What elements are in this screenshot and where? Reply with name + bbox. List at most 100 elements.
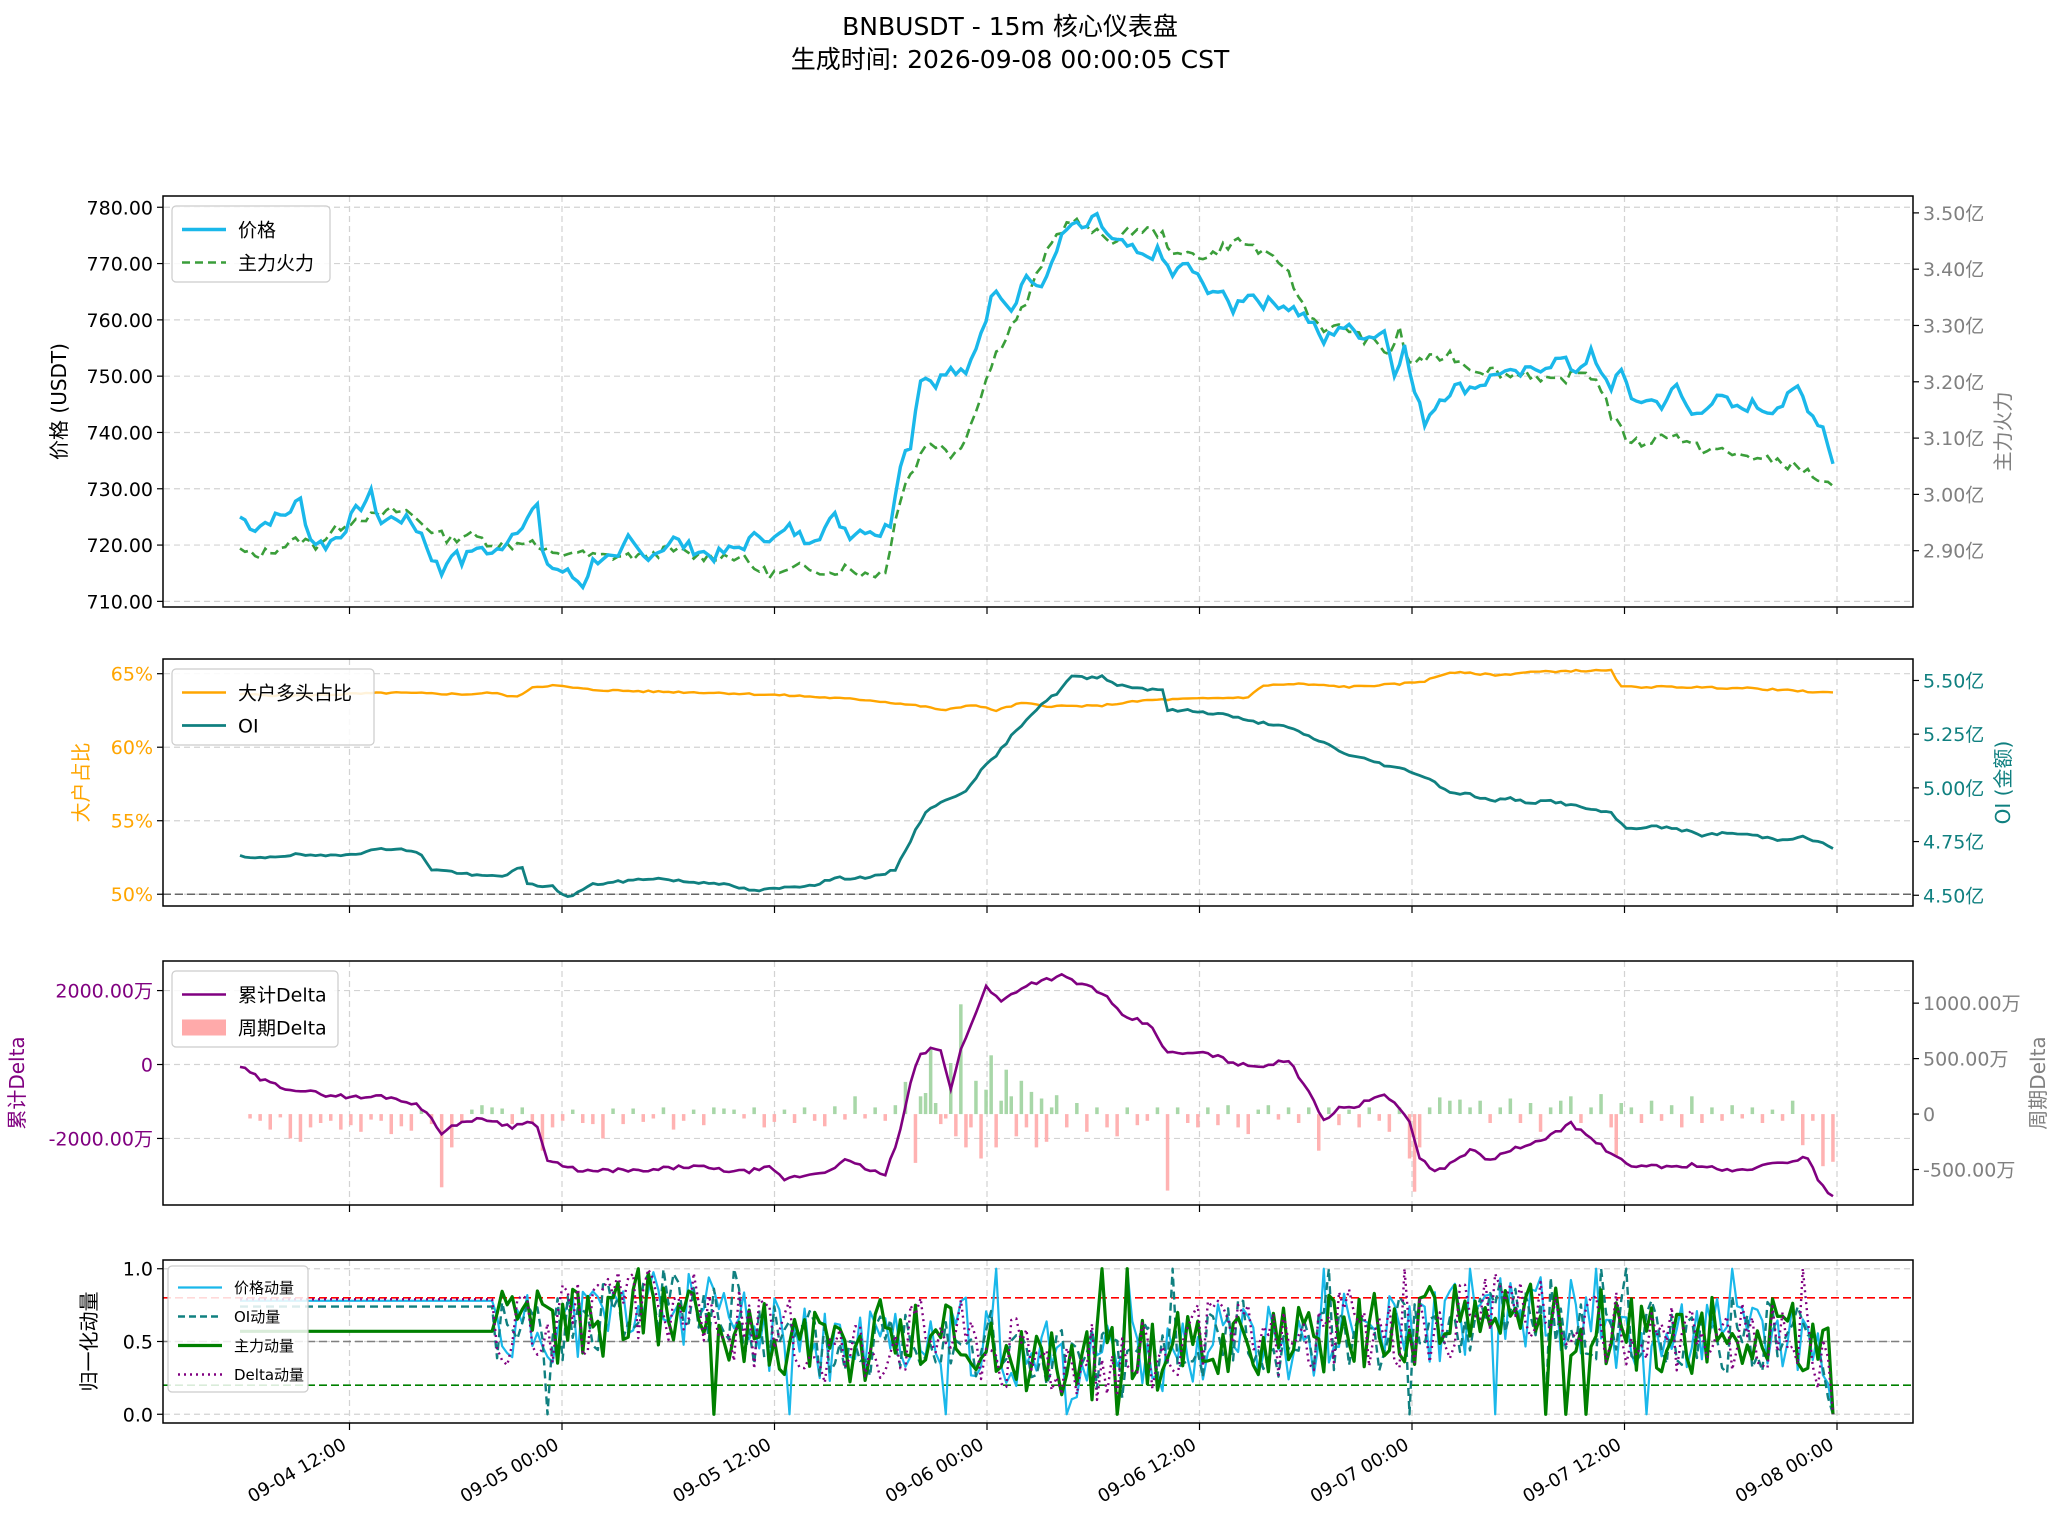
delta-bar	[752, 1107, 756, 1115]
delta-bar	[1528, 1103, 1533, 1115]
delta-bar	[1478, 1100, 1482, 1114]
delta-bar	[369, 1114, 373, 1120]
y-tick-label: 710.00	[87, 591, 153, 613]
delta-bar	[1801, 1114, 1805, 1146]
panel-1: 710.00 720.00 730.00 740.00 750.00 760.00 770.…	[47, 195, 2015, 614]
delta-bar	[1145, 1114, 1150, 1121]
delta-bar	[550, 1114, 555, 1128]
delta-bar	[923, 1093, 928, 1115]
delta-bar	[1680, 1114, 1684, 1128]
y2-tick-label: 5.25亿	[1923, 724, 1984, 746]
legend-label: 价格动量	[234, 1279, 294, 1297]
delta-bar	[258, 1114, 262, 1121]
delta-bar	[863, 1114, 867, 1119]
delta-bar	[329, 1114, 333, 1121]
y-tick-label: 2000.00万	[55, 981, 153, 1003]
delta-bar	[984, 1089, 988, 1115]
chart-title: BNBUSDT - 15m 核心仪表盘	[842, 12, 1178, 41]
delta-bar	[1659, 1114, 1664, 1121]
delta-bar	[571, 1109, 575, 1114]
delta-bar	[268, 1114, 272, 1130]
delta-bar	[1085, 1114, 1089, 1132]
y2-tick-label: 2.90亿	[1923, 541, 1984, 563]
delta-bar	[1780, 1114, 1785, 1121]
delta-bar	[1427, 1107, 1432, 1115]
y2-tick-label: 500.00万	[1923, 1049, 2008, 1071]
delta-bar	[470, 1109, 474, 1114]
delta-bar	[1186, 1114, 1190, 1123]
panel-border	[162, 658, 1914, 907]
delta-bar	[853, 1096, 857, 1114]
delta-bar	[883, 1114, 887, 1121]
delta-bar	[1438, 1097, 1442, 1114]
delta-bar	[1155, 1107, 1160, 1115]
delta-bar	[1614, 1114, 1618, 1157]
y2-tick-label: 3.00亿	[1923, 484, 1984, 506]
delta-bar	[1307, 1107, 1311, 1115]
delta-bar	[1548, 1107, 1553, 1115]
y2-tick-label: -500.00万	[1923, 1160, 2015, 1182]
delta-bar	[843, 1114, 847, 1120]
y-axis-label: 归一化动量	[77, 1292, 101, 1392]
delta-bar	[661, 1107, 666, 1115]
delta-bar	[1811, 1114, 1815, 1121]
delta-bar	[712, 1107, 716, 1115]
delta-bar	[248, 1114, 252, 1119]
delta-bar	[1538, 1114, 1543, 1132]
y-axis-label: 价格 (USDT)	[47, 343, 71, 460]
y2-tick-label: 3.20亿	[1923, 372, 1984, 394]
delta-bar	[1014, 1114, 1019, 1137]
y-tick-label: 730.00	[87, 479, 153, 501]
y2-axis-label: 周期Delta	[2026, 1036, 2050, 1129]
delta-bar	[933, 1103, 938, 1115]
delta-bar	[1377, 1114, 1381, 1121]
delta-bar	[621, 1114, 625, 1125]
delta-bar	[1629, 1107, 1634, 1115]
delta-bar	[691, 1109, 696, 1114]
delta-bar	[873, 1107, 877, 1115]
delta-bar	[1730, 1105, 1734, 1115]
delta-bar	[1095, 1107, 1099, 1115]
delta-bar	[823, 1114, 827, 1127]
legend-label: 主力火力	[238, 253, 314, 275]
delta-bar	[520, 1107, 524, 1115]
delta-bar	[1065, 1114, 1069, 1128]
delta-bar	[1589, 1107, 1593, 1115]
legend-box	[167, 1265, 309, 1393]
delta-bar	[1337, 1114, 1341, 1126]
delta-bar	[999, 1100, 1003, 1114]
delta-bar	[1639, 1114, 1644, 1123]
delta-bar	[1049, 1107, 1054, 1115]
delta-bar	[1024, 1114, 1029, 1128]
delta-bar	[1206, 1107, 1210, 1115]
delta-bar	[611, 1108, 615, 1114]
delta-bar	[1407, 1114, 1412, 1159]
y-tick-label: 0.0	[123, 1404, 153, 1426]
delta-bar	[782, 1109, 787, 1114]
delta-bar	[1690, 1096, 1694, 1114]
delta-bar	[1609, 1114, 1613, 1128]
legend-label: 周期Delta	[238, 1018, 327, 1040]
delta-bar	[939, 1114, 943, 1125]
y2-tick-label: 4.75亿	[1923, 832, 1984, 854]
delta-bar	[1175, 1107, 1180, 1115]
delta-bar	[671, 1114, 676, 1130]
delta-bar	[1518, 1114, 1523, 1123]
delta-bar	[913, 1114, 918, 1163]
delta-bar	[1770, 1109, 1775, 1114]
delta-bar	[1019, 1080, 1024, 1115]
panel-3: -2000.00万 0 2000.00万 -500.00万 0 500.00万 1000.0…	[5, 960, 2050, 1212]
delta-bar	[1115, 1114, 1119, 1137]
delta-bar	[1417, 1114, 1422, 1148]
delta-bar	[1397, 1107, 1402, 1115]
delta-bar	[480, 1105, 484, 1115]
delta-bar	[732, 1109, 736, 1114]
series-line-delta-momentum	[240, 1267, 1835, 1415]
delta-bar	[792, 1114, 797, 1123]
delta-bar	[959, 1004, 963, 1115]
delta-bar	[954, 1114, 958, 1137]
delta-bar	[1760, 1114, 1765, 1123]
series-line-top-long	[239, 668, 1834, 713]
y-tick-label: 740.00	[87, 422, 153, 444]
delta-bar	[439, 1114, 444, 1188]
